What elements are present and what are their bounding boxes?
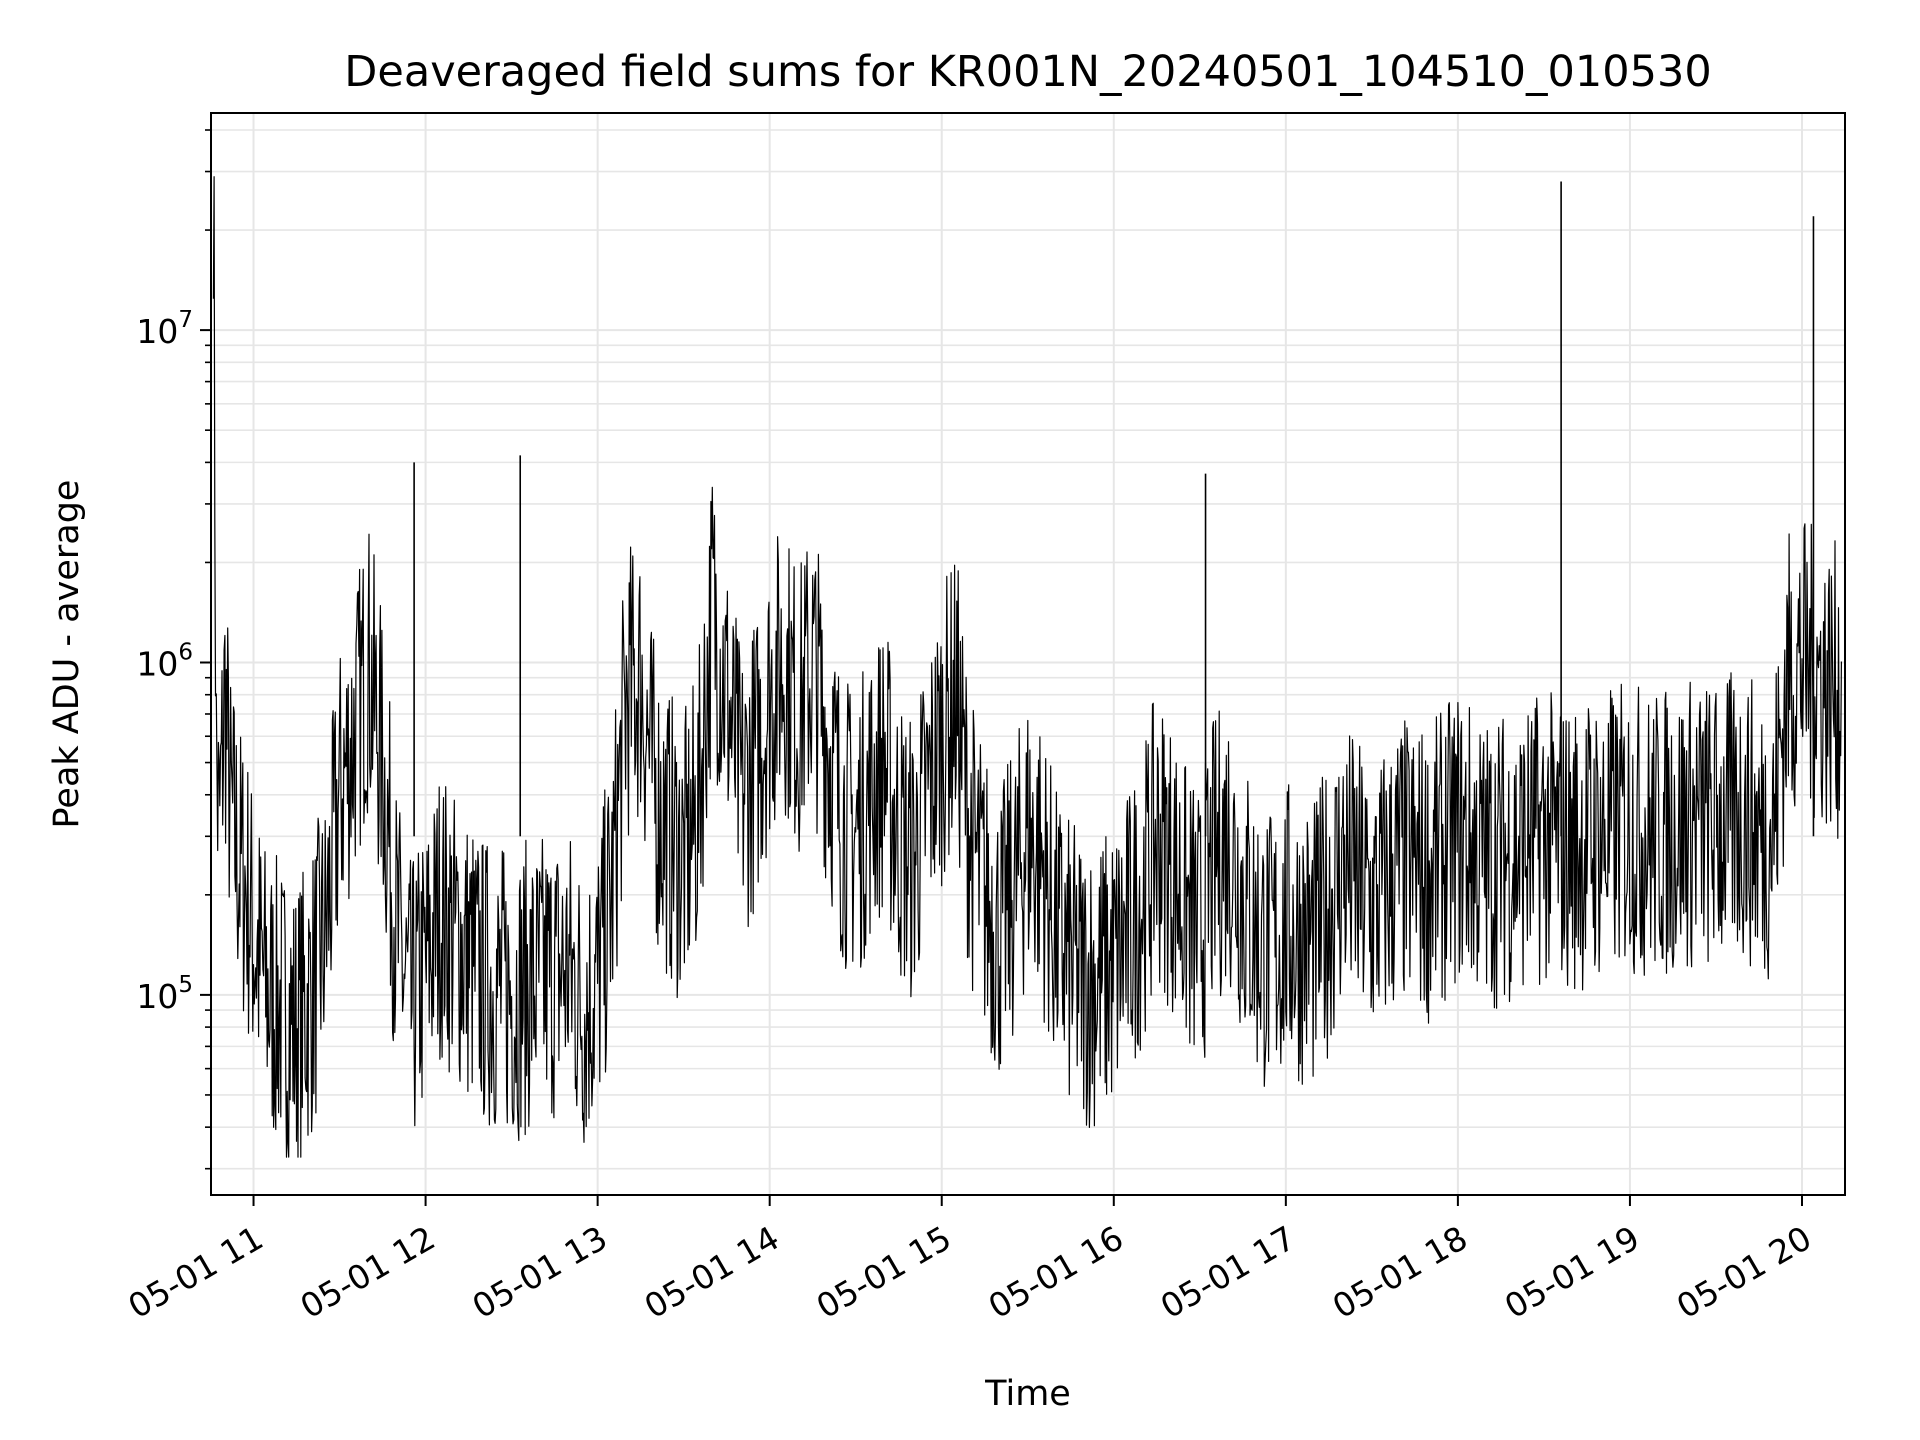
series-group xyxy=(212,176,1843,1158)
y-axis-ticks: 105 106 107 xyxy=(136,129,211,1170)
y-axis-label: Peak ADU - average xyxy=(47,480,87,829)
y-tick-label: 107 xyxy=(136,307,193,351)
x-axis-label: Time xyxy=(984,1374,1071,1414)
chart-title: Deaveraged field sums for KR001N_2024050… xyxy=(344,47,1711,97)
y-tick-label: 105 xyxy=(136,972,193,1016)
series-line xyxy=(212,176,1843,1158)
plot-frame xyxy=(210,112,1846,1196)
y-tick-label: 106 xyxy=(136,640,193,684)
